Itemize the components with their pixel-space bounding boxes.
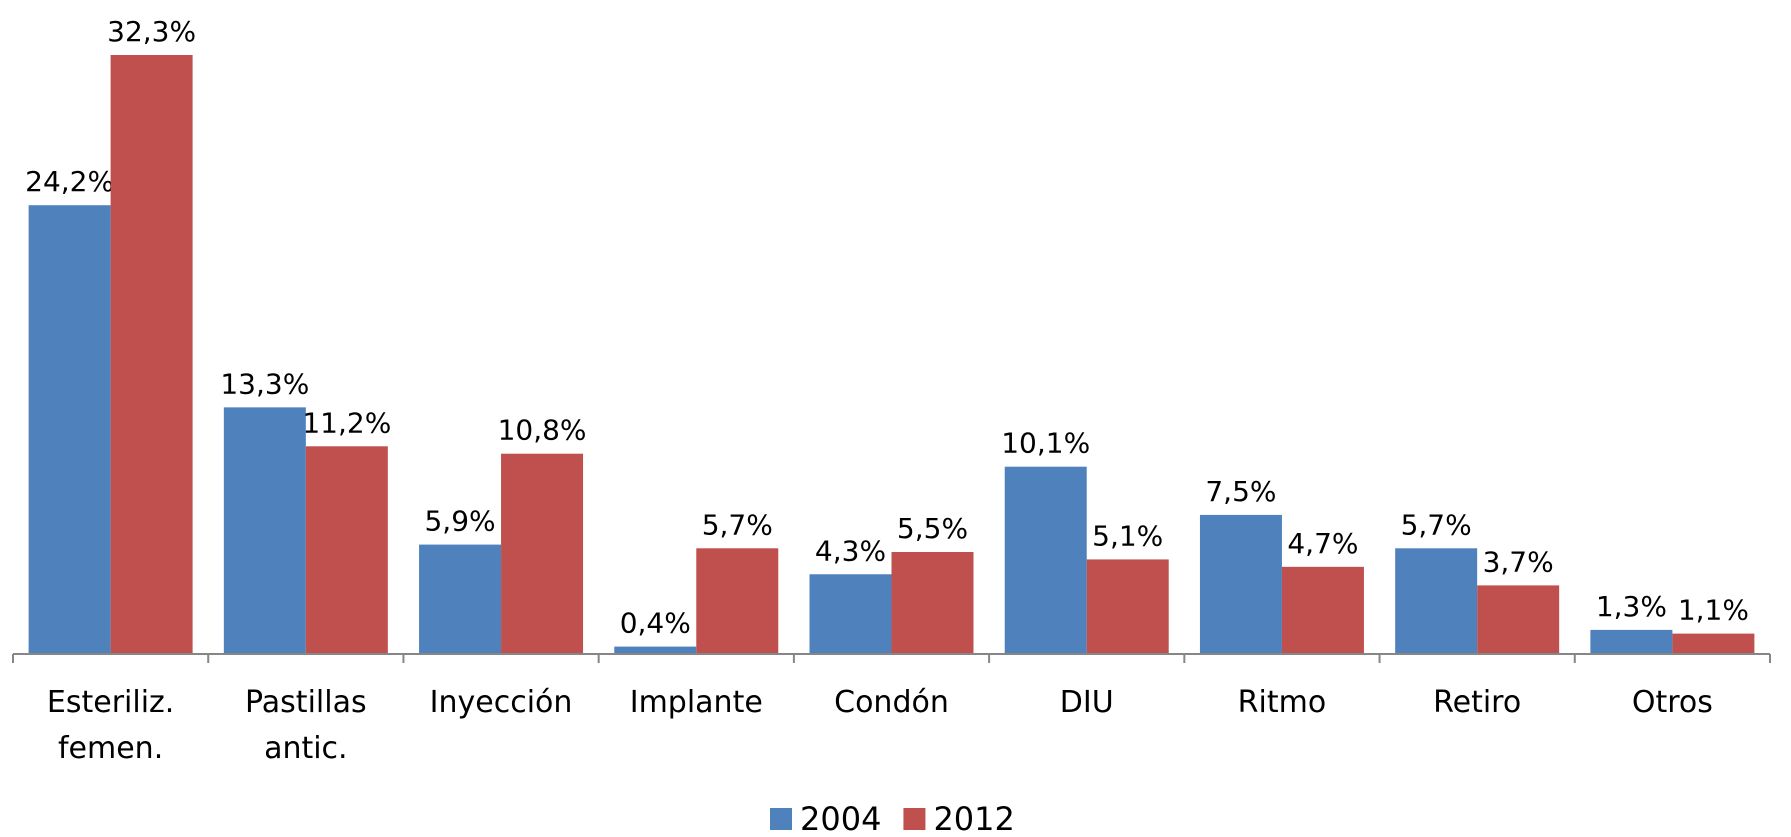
value-label: 10,1% bbox=[1001, 427, 1090, 460]
bar bbox=[1086, 559, 1169, 654]
bar bbox=[1672, 633, 1755, 654]
x-tick-label: Pastillas antic. bbox=[245, 685, 367, 766]
value-label: 4,7% bbox=[1287, 527, 1358, 560]
x-tick-label: Otros bbox=[1631, 685, 1713, 720]
value-label: 24,2% bbox=[25, 165, 114, 198]
bar bbox=[1590, 629, 1673, 654]
bar bbox=[1004, 466, 1087, 654]
bar bbox=[696, 548, 779, 654]
value-label: 5,5% bbox=[897, 512, 968, 545]
x-tick-label: Esteriliz. femen. bbox=[46, 685, 175, 766]
bar bbox=[223, 407, 306, 654]
bar bbox=[501, 453, 584, 654]
bar bbox=[1199, 514, 1282, 654]
value-label: 7,5% bbox=[1205, 475, 1276, 508]
value-label: 10,8% bbox=[498, 414, 587, 447]
x-tick-label: Retiro bbox=[1433, 685, 1522, 720]
legend-label: 2004 bbox=[800, 800, 881, 837]
value-label: 5,7% bbox=[1401, 508, 1472, 541]
bar bbox=[1395, 548, 1478, 654]
bar bbox=[891, 552, 974, 654]
legend-swatch bbox=[770, 808, 792, 830]
value-label: 5,7% bbox=[702, 508, 773, 541]
value-label: 4,3% bbox=[815, 534, 886, 567]
value-label: 0,4% bbox=[620, 607, 691, 640]
bar bbox=[809, 574, 892, 654]
x-tick-label: Condón bbox=[834, 685, 949, 720]
value-label: 5,9% bbox=[424, 505, 495, 538]
bar bbox=[1477, 585, 1560, 654]
bar bbox=[305, 446, 388, 654]
bar bbox=[1281, 566, 1364, 654]
x-tick-label: DIU bbox=[1059, 685, 1114, 720]
bar bbox=[614, 646, 697, 654]
value-label: 11,2% bbox=[302, 406, 391, 439]
x-tick-label: Implante bbox=[629, 685, 763, 720]
bar bbox=[419, 544, 502, 654]
bar bbox=[110, 55, 193, 654]
bar bbox=[28, 205, 111, 654]
legend-label: 2012 bbox=[933, 800, 1014, 837]
value-label: 1,1% bbox=[1678, 594, 1749, 627]
value-label: 3,7% bbox=[1483, 545, 1554, 578]
value-label: 13,3% bbox=[220, 367, 309, 400]
x-tick-label: Ritmo bbox=[1237, 685, 1327, 720]
x-tick-label: Inyección bbox=[429, 685, 573, 720]
legend-swatch bbox=[903, 808, 926, 830]
value-label: 1,3% bbox=[1596, 590, 1667, 623]
value-label: 5,1% bbox=[1092, 519, 1163, 552]
value-label: 32,3% bbox=[107, 15, 196, 48]
